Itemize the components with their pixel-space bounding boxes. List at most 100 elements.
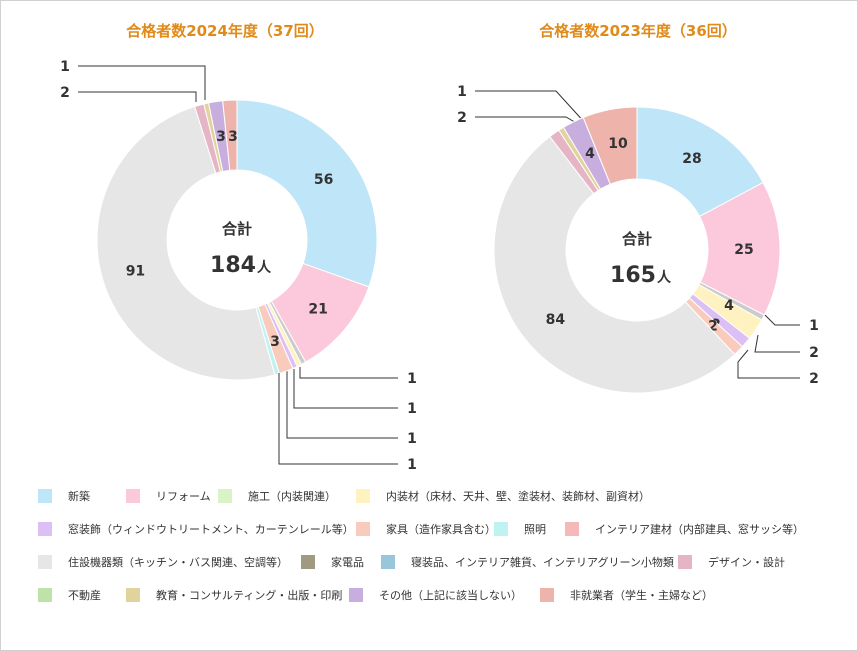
callout-label-1-8: 1	[457, 84, 467, 100]
legend-swatch	[301, 555, 315, 569]
legend-swatch	[126, 588, 140, 602]
callout-label-0-2: 1	[407, 371, 417, 387]
legend-item: インテリア建材（内部建具、窓サッシ等）	[565, 521, 804, 537]
center-unit-1: 人	[657, 269, 672, 286]
slice-label-1-3: 4	[724, 298, 734, 314]
legend-row-3: 不動産 教育・コンサルティング・出版・印刷 その他（上記に該当しない） 非就業者（学生…	[38, 587, 838, 605]
center-total-0: 184	[210, 253, 256, 278]
legend-item: 不動産	[38, 587, 101, 603]
legend-label: 非就業者（学生・主婦など）	[570, 589, 713, 602]
legend-label: 住設機器類（キッチン・バス関連、空調等）	[68, 556, 288, 569]
center-label-1: 合計	[621, 230, 652, 248]
legend-item: 教育・コンサルティング・出版・印刷	[126, 587, 342, 603]
legend-swatch	[678, 555, 692, 569]
legend-label: デザイン・設計	[708, 556, 785, 569]
callout-label-0-6: 1	[407, 457, 417, 473]
callout-label-0-8: 2	[60, 85, 70, 101]
legend-item: 寝装品、インテリア雑貨、インテリアグリーン小物類	[381, 554, 674, 570]
slice-label-1-10: 10	[608, 136, 628, 152]
callout-label-1-2: 1	[809, 318, 819, 334]
legend-swatch	[356, 489, 370, 503]
legend-item: その他（上記に該当しない）	[349, 587, 522, 603]
center-total-1: 165	[610, 263, 656, 288]
slice-label-1-5: 2	[708, 318, 718, 334]
callout-line-1-8	[475, 90, 587, 125]
legend-item: リフォーム	[126, 488, 211, 504]
callout-line-0-2	[299, 367, 398, 379]
callout-line-0-4	[286, 371, 398, 439]
slice-label-0-0: 56	[314, 172, 333, 188]
slice-1-6	[493, 135, 736, 394]
callout-line-1-7	[475, 116, 579, 125]
callout-line-0-3	[293, 369, 398, 409]
legend-row-1: 窓装飾（ウィンドウトリートメント、カーテンレール等） 家具（造作家具含む） 照明 イン…	[38, 521, 838, 539]
legend-row-0: 新築 リフォーム 施工（内装関連） 内装材（床材、天井、壁、塗装材、装飾材、副資材）	[38, 488, 838, 506]
donut-chart-1: 28251422228421410合計165人	[457, 84, 819, 394]
legend-label: 照明	[524, 523, 546, 536]
callout-label-0-4: 1	[407, 431, 417, 447]
legend-label: 家具（造作家具含む）	[386, 523, 496, 536]
callout-line-0-8	[78, 91, 197, 102]
chart-title-2023: 合格者数2023年度（36回）	[539, 22, 737, 40]
legend-item: デザイン・設計	[678, 554, 785, 570]
legend-item: 内装材（床材、天井、壁、塗装材、装飾材、副資材）	[356, 488, 650, 504]
legend-swatch	[565, 522, 579, 536]
legend-label: 窓装飾（ウィンドウトリートメント、カーテンレール等）	[68, 523, 354, 536]
slice-label-0-7: 91	[126, 263, 145, 279]
slice-label-0-1: 21	[308, 301, 327, 317]
callout-line-0-9	[78, 65, 206, 100]
legend-label: 家電品	[331, 556, 364, 569]
legend-row-2: 住設機器類（キッチン・バス関連、空調等） 家電品 寝装品、インテリア雑貨、インテリア…	[38, 554, 838, 572]
legend-label: 施工（内装関連）	[248, 490, 336, 503]
legend-label: 寝装品、インテリア雑貨、インテリアグリーン小物類	[411, 556, 674, 569]
center-unit-0: 人	[257, 259, 272, 276]
legend-swatch	[38, 588, 52, 602]
legend-label: 新築	[68, 490, 90, 503]
legend-label: リフォーム	[156, 490, 211, 503]
slice-label-0-11: 3	[228, 129, 238, 145]
callout-label-0-9: 1	[60, 59, 70, 75]
callout-line-1-5	[737, 349, 800, 379]
legend-label: 不動産	[68, 589, 101, 602]
legend-item: 照明	[494, 521, 546, 537]
slice-label-1-0: 28	[682, 151, 701, 167]
slice-0-0	[236, 99, 378, 288]
legend-swatch	[356, 522, 370, 536]
callout-label-1-7: 2	[457, 110, 467, 126]
legend-swatch	[38, 555, 52, 569]
legend-item: 非就業者（学生・主婦など）	[540, 587, 713, 603]
slice-label-1-1: 25	[734, 242, 753, 258]
slice-label-0-5: 3	[270, 334, 280, 350]
slice-label-1-6: 84	[546, 312, 566, 328]
callout-line-1-4	[754, 334, 800, 353]
legend-item: 家具（造作家具含む）	[356, 521, 496, 537]
legend-swatch	[218, 489, 232, 503]
slice-0-11	[222, 99, 238, 171]
callout-line-0-6	[278, 373, 398, 465]
legend-item: 施工（内装関連）	[218, 488, 336, 504]
slice-1-10	[582, 106, 638, 185]
slice-0-7	[96, 105, 276, 381]
legend-label: 教育・コンサルティング・出版・印刷	[156, 589, 343, 602]
legend-swatch	[349, 588, 363, 602]
legend-label: その他（上記に該当しない）	[379, 589, 522, 602]
callout-label-1-4: 2	[809, 345, 819, 361]
chart-title-2024: 合格者数2024年度（37回）	[126, 22, 324, 40]
legend-label: 内装材（床材、天井、壁、塗装材、装飾材、副資材）	[386, 490, 650, 503]
slice-label-0-10: 3	[216, 129, 226, 145]
legend-swatch	[381, 555, 395, 569]
legend-item: 新築	[38, 488, 90, 504]
legend-item: 住設機器類（キッチン・バス関連、空調等）	[38, 554, 288, 570]
legend-swatch	[126, 489, 140, 503]
legend-swatch	[38, 489, 52, 503]
callout-line-1-2	[764, 314, 800, 326]
slice-label-1-9: 4	[585, 146, 595, 162]
legend-swatch	[494, 522, 508, 536]
callout-label-1-5: 2	[809, 371, 819, 387]
legend-swatch	[38, 522, 52, 536]
callout-label-0-3: 1	[407, 401, 417, 417]
legend-item: 家電品	[301, 554, 364, 570]
center-label-0: 合計	[221, 220, 252, 238]
